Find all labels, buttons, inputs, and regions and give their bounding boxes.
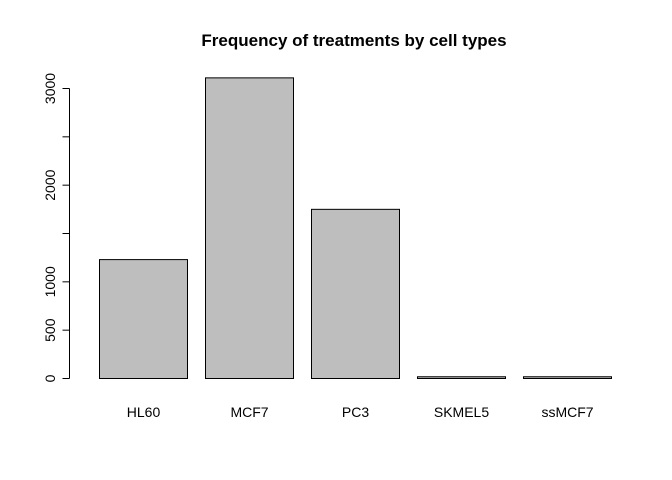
chart-title: Frequency of treatments by cell types — [201, 31, 506, 50]
bar-hl60 — [99, 259, 188, 380]
y-tick-label-0: 0 — [42, 374, 58, 382]
x-tick-label-pc3: PC3 — [342, 404, 369, 420]
x-tick-label-mcf7: MCF7 — [230, 404, 268, 420]
bar-skmel5 — [417, 376, 506, 380]
y-tick-label-1000: 1000 — [42, 266, 58, 297]
y-tick-label-2000: 2000 — [42, 169, 58, 200]
bar-ssmcf7 — [523, 376, 612, 380]
y-axis: 0 500 1000 2000 3000 — [42, 73, 70, 382]
y-tick-label-500: 500 — [42, 318, 58, 342]
bars-group — [99, 77, 612, 380]
x-axis-labels: HL60 MCF7 PC3 SKMEL5 ssMCF7 — [127, 404, 594, 420]
y-tick-label-3000: 3000 — [42, 73, 58, 104]
x-tick-label-ssmcf7: ssMCF7 — [541, 404, 593, 420]
x-tick-label-skmel5: SKMEL5 — [434, 404, 489, 420]
bar-pc3 — [311, 208, 400, 379]
x-tick-label-hl60: HL60 — [127, 404, 161, 420]
bar-mcf7 — [205, 77, 294, 379]
